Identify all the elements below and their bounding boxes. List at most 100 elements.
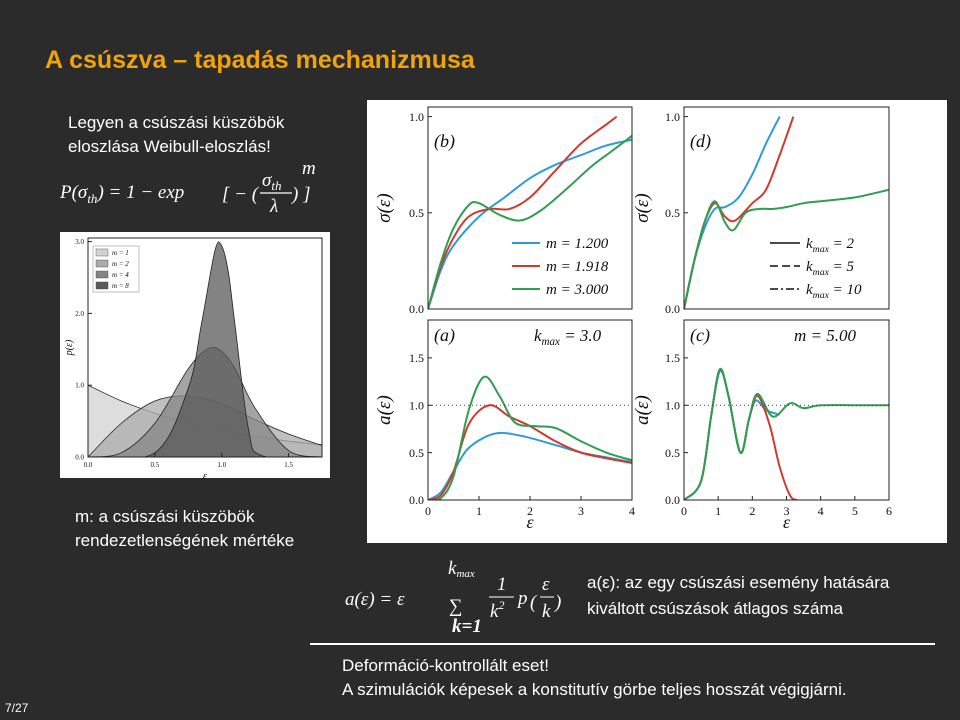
x-tick-label: 1 xyxy=(715,504,721,518)
y-tick-label: 1.0 xyxy=(409,398,424,412)
formula-part: k xyxy=(542,601,551,622)
formula-part: th xyxy=(271,178,281,193)
y-tick-label: 0.0 xyxy=(75,453,84,461)
x-tick-label: 0 xyxy=(425,504,431,518)
formula-part: 1 xyxy=(497,574,507,595)
formula-part: 2 xyxy=(498,598,504,612)
y-tick-label: 0.0 xyxy=(409,302,424,316)
text-part: max xyxy=(542,336,561,348)
conclusion: A szimulációk képesek a konstitutív görb… xyxy=(342,680,847,699)
x-axis-label: ε xyxy=(203,470,208,482)
intro-line: Legyen a csúszási küszöbök xyxy=(68,113,285,132)
legend-swatch xyxy=(95,259,109,268)
formula-part: kmax xyxy=(448,558,475,580)
area xyxy=(88,241,322,457)
page-number: 7/27 xyxy=(5,701,29,715)
chart: 0.0 0.5 1.0 1.5 0 1 2 3 4 ε a(ε) (a) kmax = 3.0 xyxy=(374,319,635,532)
x-tick-label: 3 xyxy=(578,504,584,518)
y-axis-label: a(ε) xyxy=(374,395,395,425)
legend-label: m = 8 xyxy=(112,282,129,290)
text-part: max xyxy=(813,267,830,278)
formula-part: ε xyxy=(542,574,550,595)
line xyxy=(428,138,632,309)
x-tick-label: 5 xyxy=(852,504,858,518)
formula-part: m xyxy=(302,158,316,179)
text-part: = 2 xyxy=(829,236,855,252)
y-tick-label: 0.5 xyxy=(665,206,680,220)
text-part: max xyxy=(813,290,830,301)
x-tick-label: 2 xyxy=(527,504,533,518)
line xyxy=(428,115,618,309)
formula-part: k xyxy=(448,558,457,579)
y-axis-label: a(ε) xyxy=(632,395,653,425)
line xyxy=(428,375,632,500)
panel-label: (d) xyxy=(690,131,711,152)
text-part: k xyxy=(806,259,813,275)
conclusion: Deformáció-kontrollált eset! xyxy=(342,656,549,675)
text-part: = 5 xyxy=(829,259,855,275)
plot-area xyxy=(428,115,632,309)
weibull-formula: P(σth) = 1 − exp xyxy=(59,182,184,206)
y-tick-label: 0.5 xyxy=(665,446,680,460)
y-tick-label: 0.5 xyxy=(409,206,424,220)
x-tick-label: 4 xyxy=(818,504,824,518)
plot-frame xyxy=(87,237,323,458)
legend-label: kmax = 2 xyxy=(806,236,855,255)
x-tick-label: 0.5 xyxy=(150,461,159,469)
x-tick-label: 2 xyxy=(749,504,755,518)
chart: 0.0 0.5 1.0 σ(ε) (b) m = 1.200 m = 1.918 m = 3.… xyxy=(374,106,633,316)
formula-part: ) xyxy=(554,592,561,613)
legend-swatch xyxy=(95,281,109,290)
y-tick-label: 3.0 xyxy=(75,238,84,246)
formula-part: k2 xyxy=(490,598,504,622)
text-part: = 3.0 xyxy=(560,326,602,345)
plot-frame xyxy=(427,106,633,310)
x-tick-label: 4 xyxy=(629,504,635,518)
x-tick-label: 1 xyxy=(476,504,482,518)
figure-frame xyxy=(367,100,947,543)
x-tick-label: 1.5 xyxy=(284,461,293,469)
y-tick-label: 0.5 xyxy=(409,446,424,460)
y-tick-label: 0.0 xyxy=(665,302,680,316)
panel-label: (a) xyxy=(434,325,455,346)
chart: 0.0 1.0 2.0 3.0 0.0 0.5 1.0 1.5 ε p(ε) m = 1 m = 2 m… xyxy=(64,237,323,482)
text-part: k xyxy=(806,236,813,252)
legend-swatch xyxy=(95,248,109,257)
legend-label: m = 1 xyxy=(112,249,129,257)
chart: 0.0 0.5 1.0 1.5 0 1 2 3 4 5 6 ε a(ε) (c) m = 5.00 xyxy=(632,319,892,532)
line xyxy=(684,188,889,309)
x-axis-label: ε xyxy=(526,512,534,532)
m-note: m: a csúszási küszöbök xyxy=(75,507,255,526)
y-tick-label: 0.0 xyxy=(409,493,424,507)
legend-label: kmax = 10 xyxy=(806,282,862,301)
formula-part: max xyxy=(456,568,474,580)
y-tick-label: 1.0 xyxy=(409,110,424,124)
legend-label: m = 3.000 xyxy=(546,282,609,298)
y-tick-label: 1.5 xyxy=(665,351,680,365)
formula-bracket: ) ] xyxy=(291,184,310,205)
x-tick-label: 0 xyxy=(681,504,687,518)
legend-label: m = 4 xyxy=(112,271,129,279)
text-part: max xyxy=(813,244,830,255)
y-tick-label: 1.0 xyxy=(665,398,680,412)
x-tick-label: 1.0 xyxy=(217,461,226,469)
legend-label: m = 1.918 xyxy=(546,259,609,275)
formula-part: k=1 xyxy=(452,616,482,637)
y-tick-label: 2.0 xyxy=(75,310,84,318)
y-tick-label: 1.0 xyxy=(665,110,680,124)
formula-part: a(ε) = ε xyxy=(345,589,405,610)
legend-label: m = 2 xyxy=(112,260,129,268)
x-tick-label: 3 xyxy=(784,504,790,518)
text-part: k xyxy=(806,282,813,298)
formula-part: k xyxy=(490,601,499,622)
x-axis-label: ε xyxy=(783,512,791,532)
y-axis-label: σ(ε) xyxy=(632,193,653,223)
text-part: m = 5.00 xyxy=(794,326,856,345)
formula-part: th xyxy=(87,191,97,206)
y-axis-label: p(ε) xyxy=(64,339,75,356)
annotation: kmax = 3.0 xyxy=(534,326,602,348)
intro-line: eloszlása Weibull-eloszlás! xyxy=(68,137,271,156)
x-tick-label: 6 xyxy=(886,504,892,518)
legend-swatch xyxy=(95,270,109,279)
